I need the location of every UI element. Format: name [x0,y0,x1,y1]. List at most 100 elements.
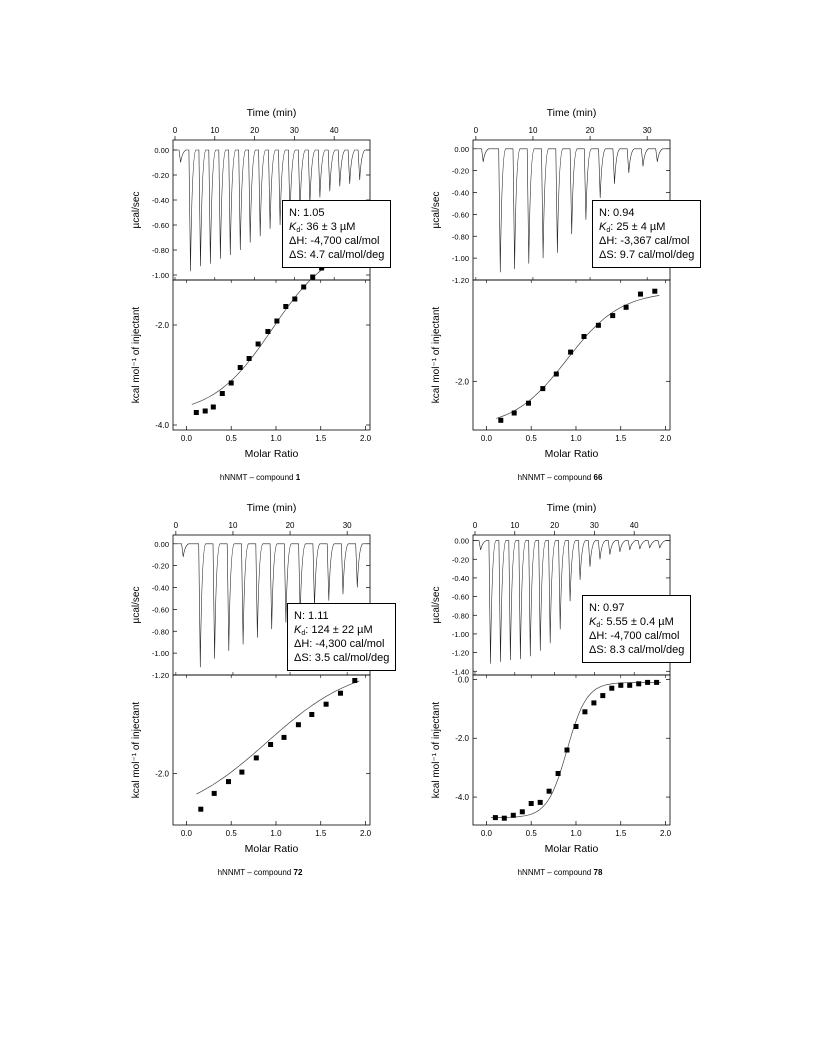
data-point [618,682,624,688]
delta-s-value: ΔS: 4.7 cal/mol/deg [289,249,385,261]
enthalpy-axis-label: kcal mol⁻¹ of injectant [431,702,442,799]
binding-isotherm-plot-frame [472,674,671,826]
heat-rate-tick-label: -0.40 [452,189,469,198]
enthalpy-axis-label: kcal mol⁻¹ of injectant [131,307,142,404]
panel-caption: hNNMT – compound 78 [518,868,603,877]
molar-ratio-tick-label: 0.5 [526,829,538,838]
heat-rate-axis-label: µcal/sec [431,587,442,624]
kd-subscript: d [596,622,601,629]
itc-panel-compound-78: 0 10 20 30 40 Time (min) 0.00 -0.20 -0.40 -0.60 -0… [410,495,710,885]
kd-value-line: Kd: 124 ± 22 µM [294,623,389,637]
data-point [595,322,601,328]
heat-rate-tick-label: -0.80 [452,232,469,241]
data-point [652,288,658,294]
data-point [654,679,660,685]
enthalpy-tick-label: -4.0 [455,793,469,802]
molar-ratio-tick-label: 1.5 [315,434,327,443]
heat-rate-axis-label: µcal/sec [431,192,442,229]
heat-rate-tick-label: -0.60 [452,210,469,219]
data-point [498,417,504,423]
molar-ratio-tick-label: 2.0 [360,829,372,838]
heat-rate-axis-label: µcal/sec [131,192,142,229]
time-tick-label: 10 [229,521,238,530]
delta-h-value: ΔH: -4,300 cal/mol [294,638,385,650]
data-point [609,685,615,691]
heat-rate-tick-label: -1.00 [152,649,169,658]
thermogram-trace [473,540,670,664]
time-tick-label: 20 [250,126,259,135]
itc-chart-compound-72: 0 10 20 30 Time (min) 0.00 -0.20 -0.40 -0.60 -0.8… [131,502,372,855]
time-axis-label: Time (min) [547,107,597,119]
data-point [511,410,517,416]
data-point [636,681,642,687]
molar-ratio-tick-label: 1.0 [270,434,282,443]
compound-number: 78 [593,868,603,877]
data-point [319,265,325,271]
kd-subscript: d [296,227,301,234]
heat-rate-tick-label: -0.40 [152,196,169,205]
itc-chart-compound-66: 0 10 20 30 Time (min) 0.00 -0.20 -0.40 -0.60 -0.8… [431,107,672,460]
kd-value: : 124 ± 22 µM [305,624,373,636]
heat-rate-tick-label: 0.00 [154,146,169,155]
panel-caption: hNNMT – compound 72 [218,868,303,877]
heat-rate-tick-label: -0.40 [152,584,169,593]
data-point [228,380,234,386]
data-point [526,400,531,406]
data-point [210,404,216,410]
caption-text: hNNMT – compound [517,868,592,877]
kd-symbol: K [294,624,302,636]
molar-ratio-axis-label: Molar Ratio [245,448,299,460]
time-tick-label: 10 [529,126,538,135]
time-tick-label: 30 [290,126,299,135]
time-tick-label: 10 [210,126,219,135]
binding-isotherm-plot-frame [172,279,371,431]
itc-chart-compound-1: 0 10 20 30 40 Time (min) 0.00 -0.20 -0.40 -0.60 -0… [131,107,372,460]
heat-rate-tick-label: -0.60 [452,593,469,602]
time-tick-label: 40 [330,126,339,135]
data-point [537,799,543,805]
n-value: N: 1.05 [289,207,325,219]
molar-ratio-tick-label: 2.0 [360,434,372,443]
heat-rate-tick-label: -1.20 [152,671,169,680]
molar-ratio-tick-label: 1.5 [615,434,627,443]
enthalpy-tick-label: -2.0 [455,377,469,386]
heat-rate-tick-label: -0.60 [152,605,169,614]
time-tick-label: 0 [173,126,178,135]
n-value: N: 0.94 [599,207,635,219]
data-point [338,690,343,696]
data-point [540,386,546,392]
heat-rate-tick-label: -1.00 [152,271,169,280]
data-point [265,329,271,334]
data-point [519,809,525,815]
data-point [510,812,516,818]
itc-panel-compound-66: 0 10 20 30 Time (min) 0.00 -0.20 -0.40 -0.60 -0.8… [410,100,710,490]
itc-chart-compound-78: 0 10 20 30 40 Time (min) 0.00 -0.20 -0.40 -0.60 -0… [431,502,672,855]
data-point [239,769,245,775]
thermogram-trace [472,148,671,273]
data-point [211,790,217,796]
data-point [202,408,208,414]
kd-subscript: d [301,630,306,637]
molar-ratio-tick-label: 2.0 [660,829,672,838]
time-tick-label: 10 [510,521,519,530]
heat-rate-tick-label: -1.20 [452,649,469,658]
molar-ratio-tick-label: 1.0 [570,829,582,838]
enthalpy-tick-label: -2.0 [155,321,169,330]
thermogram-trace [172,543,371,668]
compound-number: 66 [593,473,603,482]
kd-value-line: Kd: 25 ± 4 µM [599,220,694,234]
data-point [301,284,307,290]
molar-ratio-tick-label: 2.0 [660,434,672,443]
panel-caption: hNNMT – compound 1 [220,473,300,482]
data-point [638,291,643,297]
heat-rate-axis-label: µcal/sec [131,587,142,624]
heat-rate-tick-label: -1.00 [452,254,469,263]
panel-caption: hNNMT – compound 66 [518,473,603,482]
kd-subscript: d [606,227,611,234]
data-point [600,693,606,699]
heat-rate-tick-label: -0.20 [452,167,469,176]
molar-ratio-tick-label: 0.5 [526,434,538,443]
data-point [568,349,574,355]
data-point [573,724,579,729]
data-point [528,801,534,806]
